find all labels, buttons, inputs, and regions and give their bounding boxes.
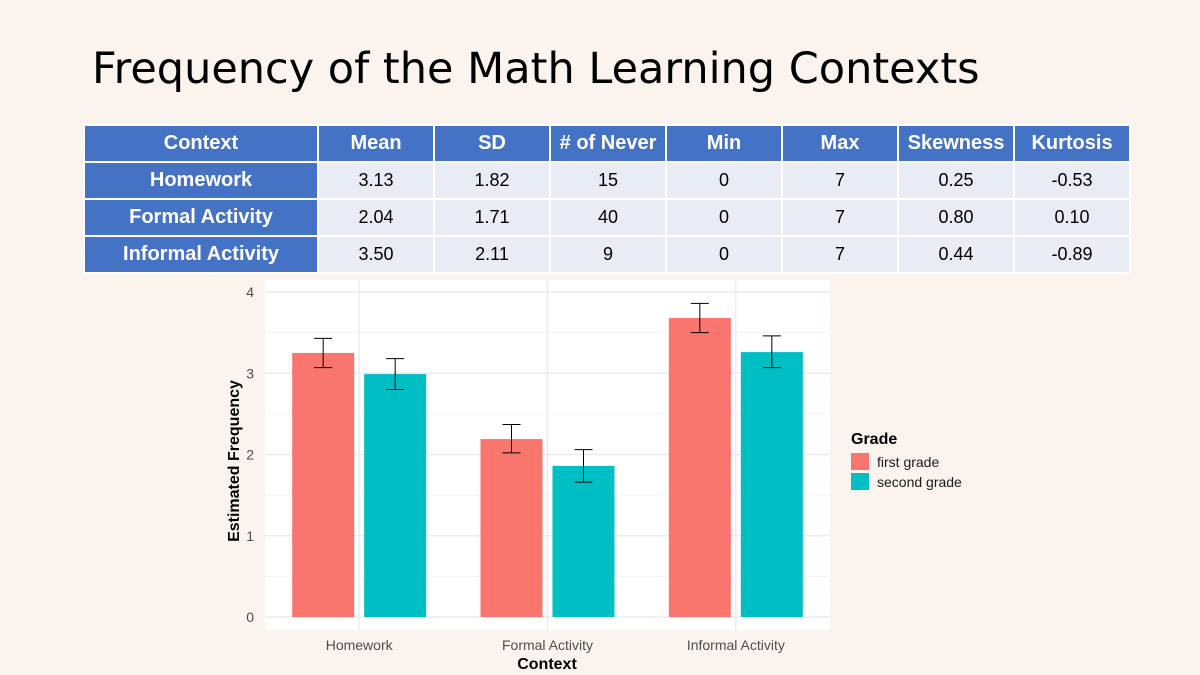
table-row: Informal Activity 3.50 2.11 9 0 7 0.44 -… bbox=[83, 235, 1131, 274]
y-axis-title: Estimated Frequency bbox=[226, 380, 243, 542]
table-row: Formal Activity 2.04 1.71 40 0 7 0.80 0.… bbox=[83, 198, 1131, 237]
y-tick-label: 4 bbox=[246, 284, 254, 300]
bar-first-grade bbox=[480, 439, 543, 617]
bar-second-grade bbox=[364, 374, 427, 617]
table-cell: 0 bbox=[665, 161, 783, 200]
legend-title: Grade bbox=[851, 431, 897, 448]
table-cell: 1.71 bbox=[433, 198, 551, 237]
bar-first-grade bbox=[668, 318, 731, 617]
table-cell: 0.25 bbox=[897, 161, 1015, 200]
table-cell: -0.89 bbox=[1013, 235, 1131, 274]
table-header-row: Context Mean SD # of Never Min Max Skewn… bbox=[83, 124, 1131, 163]
table-cell: 9 bbox=[549, 235, 667, 274]
table-cell: 0 bbox=[665, 235, 783, 274]
legend-label: first grade bbox=[877, 454, 939, 470]
bar-second-grade bbox=[740, 352, 803, 617]
header-cell: # of Never bbox=[549, 124, 667, 163]
table-cell: 7 bbox=[781, 198, 899, 237]
table-cell: -0.53 bbox=[1013, 161, 1131, 200]
y-tick-label: 0 bbox=[246, 609, 254, 625]
header-cell: SD bbox=[433, 124, 551, 163]
table-cell: 0.10 bbox=[1013, 198, 1131, 237]
table-cell: 0.44 bbox=[897, 235, 1015, 274]
table-cell: 0.80 bbox=[897, 198, 1015, 237]
x-tick-label: Informal Activity bbox=[687, 637, 785, 653]
table-cell: 0 bbox=[665, 198, 783, 237]
bar-first-grade bbox=[292, 352, 355, 617]
slide-title: Frequency of the Math Learning Contexts bbox=[92, 44, 980, 94]
table-cell: 2.11 bbox=[433, 235, 551, 274]
table-cell: 3.13 bbox=[317, 161, 435, 200]
header-cell: Context bbox=[83, 124, 319, 163]
header-cell: Mean bbox=[317, 124, 435, 163]
legend-label: second grade bbox=[877, 474, 962, 490]
table-row: Homework 3.13 1.82 15 0 7 0.25 -0.53 bbox=[83, 161, 1131, 200]
table-cell: 7 bbox=[781, 161, 899, 200]
table-cell: 15 bbox=[549, 161, 667, 200]
header-cell: Min bbox=[665, 124, 783, 163]
y-tick-label: 2 bbox=[246, 447, 254, 463]
legend-swatch bbox=[851, 453, 869, 470]
row-label: Homework bbox=[83, 161, 319, 200]
bar-second-grade bbox=[552, 465, 615, 617]
header-cell: Max bbox=[781, 124, 899, 163]
table-cell: 2.04 bbox=[317, 198, 435, 237]
row-label: Informal Activity bbox=[83, 235, 319, 274]
legend-swatch bbox=[851, 473, 869, 490]
table-cell: 1.82 bbox=[433, 161, 551, 200]
x-tick-label: Formal Activity bbox=[502, 637, 593, 653]
table-cell: 3.50 bbox=[317, 235, 435, 274]
x-axis-title: Context bbox=[517, 656, 577, 673]
stats-table: Context Mean SD # of Never Min Max Skewn… bbox=[83, 124, 1131, 274]
table-cell: 7 bbox=[781, 235, 899, 274]
y-tick-label: 1 bbox=[246, 528, 254, 544]
x-tick-label: Homework bbox=[326, 637, 394, 653]
header-cell: Kurtosis bbox=[1013, 124, 1131, 163]
row-label: Formal Activity bbox=[83, 198, 319, 237]
table-cell: 40 bbox=[549, 198, 667, 237]
header-cell: Skewness bbox=[897, 124, 1015, 163]
y-tick-label: 3 bbox=[246, 365, 254, 381]
